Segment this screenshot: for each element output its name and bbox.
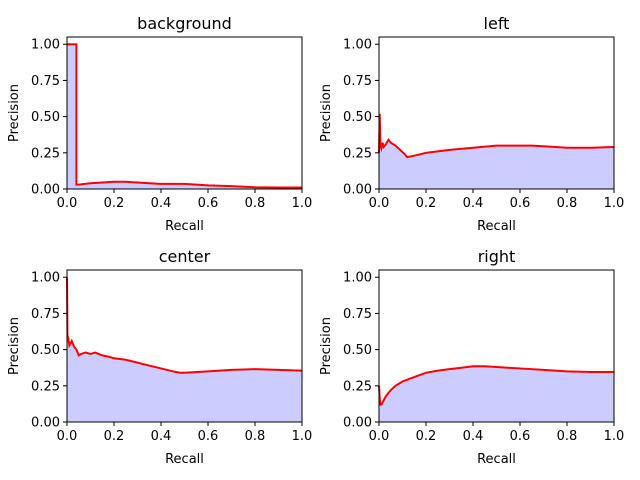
axes-frame — [66, 269, 303, 423]
subplot-title: background — [137, 14, 232, 33]
subplot-title: center — [159, 247, 211, 266]
subplot-background: 0.0 0.2 0.4 0.6 0.8 1.0 0.00 0.25 0.50 0.75 1.00 ba… — [7, 14, 312, 234]
x-tick-label: 0.6 — [510, 429, 531, 444]
x-tick-label: 0.4 — [463, 196, 484, 211]
y-tick-label: 1.00 — [31, 38, 60, 53]
y-tick-label: 1.00 — [343, 271, 372, 286]
y-tick-label: 0.75 — [31, 307, 60, 322]
pr-curve — [378, 113, 615, 159]
y-tick-label: 0.00 — [343, 416, 372, 431]
subplot-title: right — [478, 247, 516, 266]
axes-frame — [66, 36, 303, 190]
y-tick-label: 0.50 — [343, 343, 372, 358]
y-axis-label: Precision — [7, 317, 22, 375]
x-tick-label: 1.0 — [292, 429, 313, 444]
x-tick-label: 0.6 — [198, 429, 219, 444]
x-tick-label: 0.2 — [416, 429, 437, 444]
y-axis-label: Precision — [319, 84, 334, 142]
subplot-left: 0.0 0.2 0.4 0.6 0.8 1.0 0.00 0.25 0.50 0.75 1.00 le… — [319, 14, 624, 234]
y-tick-label: 1.00 — [31, 271, 60, 286]
x-tick-label: 0.8 — [245, 196, 266, 211]
y-tick-label: 0.75 — [343, 307, 372, 322]
pr-area — [67, 277, 302, 422]
y-tick-label: 0.00 — [31, 183, 60, 198]
y-tick-label: 0.50 — [31, 343, 60, 358]
x-tick-label: 0.6 — [198, 196, 219, 211]
x-axis-label: Recall — [477, 219, 516, 234]
y-tick-label: 0.50 — [31, 110, 60, 125]
x-tick-label: 0.2 — [104, 429, 125, 444]
subplot-right: 0.0 0.2 0.4 0.6 0.8 1.0 0.00 0.25 0.50 0.75 1.00 ri… — [319, 247, 624, 467]
y-tick-label: 0.25 — [31, 379, 60, 394]
x-tick-label: 0.2 — [104, 196, 125, 211]
x-tick-label: 0.2 — [416, 196, 437, 211]
x-tick-label: 0.0 — [57, 196, 78, 211]
x-tick-label: 0.0 — [369, 429, 390, 444]
x-tick-label: 0.0 — [369, 196, 390, 211]
x-tick-label: 1.0 — [604, 429, 625, 444]
x-axis-label: Recall — [477, 452, 516, 467]
x-tick-label: 0.4 — [151, 196, 172, 211]
pr-curve — [67, 43, 302, 189]
x-axis-label: Recall — [165, 219, 204, 234]
subplot-title: left — [484, 14, 510, 33]
x-tick-label: 0.0 — [57, 429, 78, 444]
x-tick-label: 1.0 — [292, 196, 313, 211]
pr-curve — [66, 277, 303, 374]
axes-frame — [378, 269, 615, 423]
x-tick-label: 0.8 — [557, 196, 578, 211]
subplot-center: 0.0 0.2 0.4 0.6 0.8 1.0 0.00 0.25 0.50 0.75 1.00 ce… — [7, 247, 312, 467]
y-tick-label: 0.25 — [31, 146, 60, 161]
y-tick-label: 0.00 — [343, 183, 372, 198]
y-tick-label: 0.75 — [31, 74, 60, 89]
y-axis-label: Precision — [7, 84, 22, 142]
y-tick-label: 0.25 — [343, 146, 372, 161]
x-axis-label: Recall — [165, 452, 204, 467]
y-tick-label: 0.25 — [343, 379, 372, 394]
pr-curve — [378, 365, 614, 406]
x-tick-label: 1.0 — [604, 196, 625, 211]
axes-frame — [378, 36, 615, 190]
pr-area — [379, 113, 614, 189]
pr-area — [67, 44, 302, 189]
y-tick-label: 1.00 — [343, 38, 372, 53]
x-tick-label: 0.6 — [510, 196, 531, 211]
x-tick-label: 0.8 — [245, 429, 266, 444]
pr-area — [379, 366, 614, 422]
x-tick-label: 0.4 — [463, 429, 484, 444]
y-axis-label: Precision — [319, 317, 334, 375]
x-tick-label: 0.4 — [151, 429, 172, 444]
y-tick-label: 0.75 — [343, 74, 372, 89]
y-tick-label: 0.00 — [31, 416, 60, 431]
x-tick-label: 0.8 — [557, 429, 578, 444]
y-tick-label: 0.50 — [343, 110, 372, 125]
